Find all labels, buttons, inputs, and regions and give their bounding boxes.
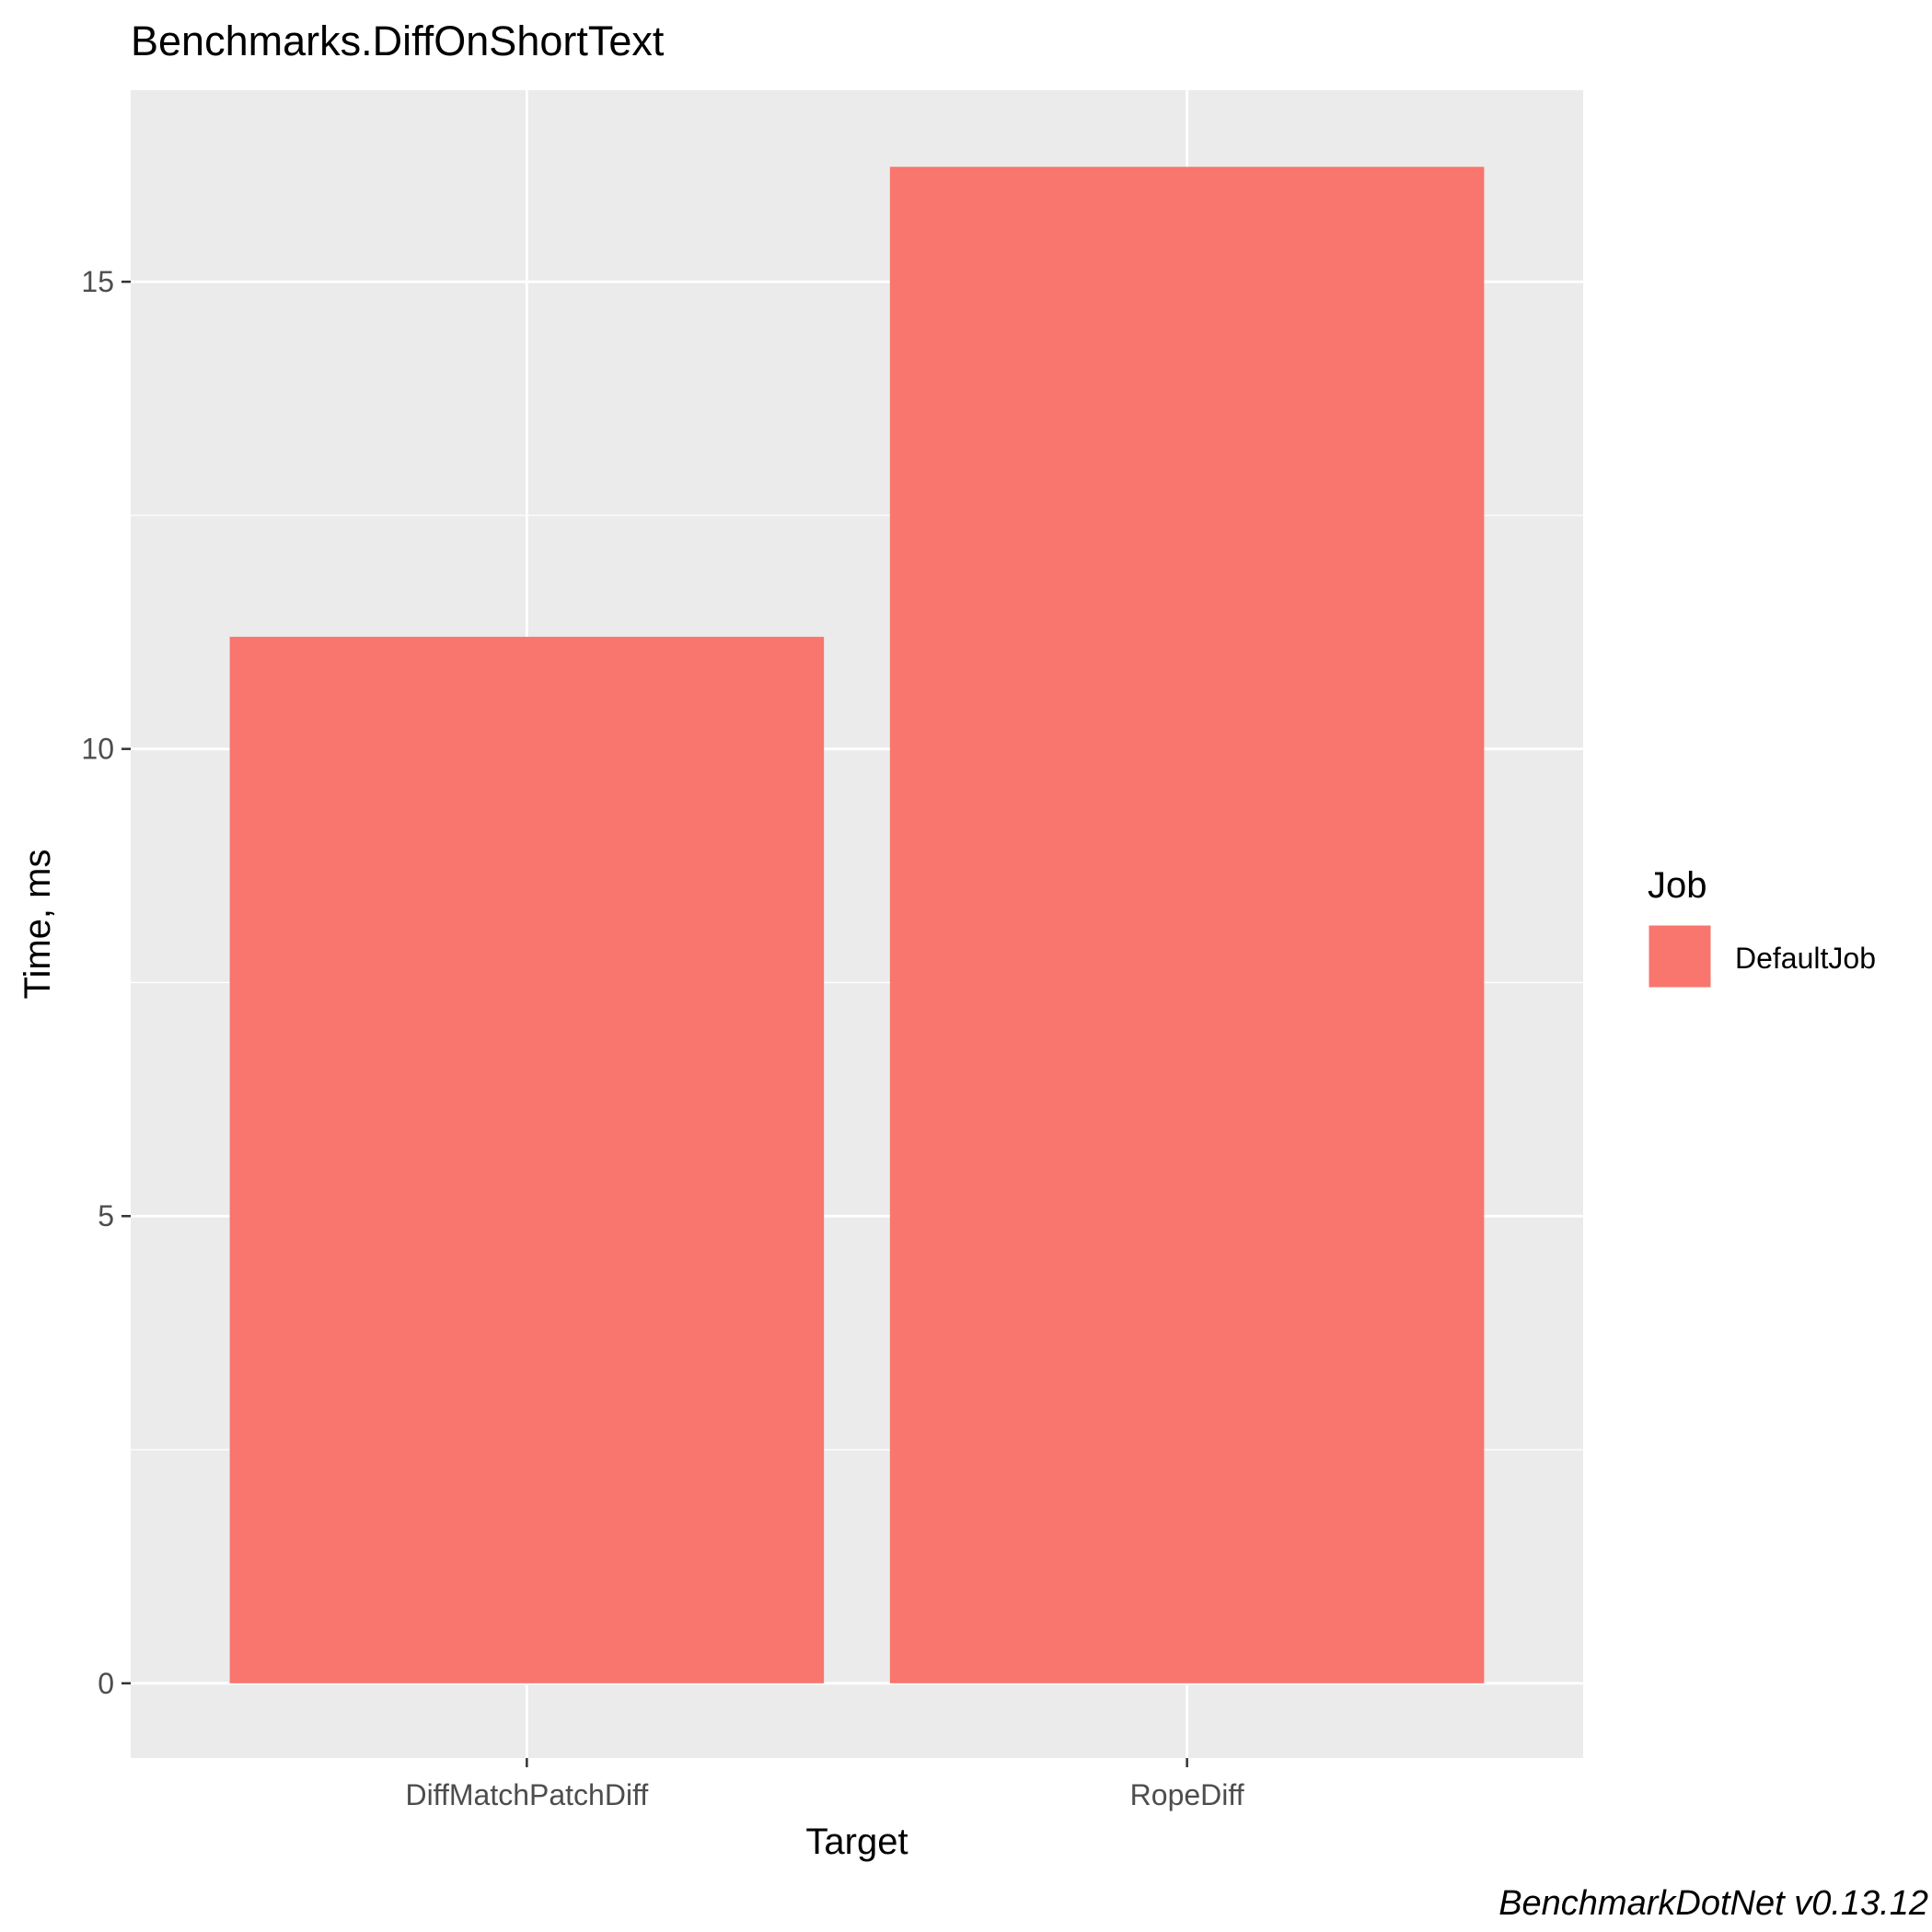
- y-axis-label: Time, ms: [17, 850, 58, 1000]
- bar-diffmatchpatchdiff: [229, 636, 825, 1683]
- legend-title: Job: [1648, 865, 1707, 906]
- bar-ropediff: [889, 167, 1485, 1683]
- bars: [229, 167, 1485, 1683]
- y-tick-label: 10: [81, 733, 114, 766]
- x-axis: DiffMatchPatchDiff RopeDiff: [405, 1758, 1244, 1811]
- legend: Job DefaultJob: [1646, 865, 1876, 990]
- legend-entry-defaultjob: DefaultJob: [1735, 942, 1876, 975]
- x-tick-label: RopeDiff: [1130, 1778, 1244, 1811]
- x-tick-label: DiffMatchPatchDiff: [405, 1778, 648, 1811]
- y-tick-label: 0: [98, 1667, 114, 1700]
- chart-title: Benchmarks.DiffOnShortText: [131, 17, 665, 64]
- y-tick-label: 15: [81, 265, 114, 298]
- y-tick-label: 5: [98, 1199, 114, 1232]
- legend-key-defaultjob: [1646, 922, 1714, 990]
- x-axis-label: Target: [805, 1822, 908, 1862]
- y-axis: 0 5 10 15: [81, 265, 131, 1700]
- caption: BenchmarkDotNet v0.13.12: [1498, 1884, 1928, 1923]
